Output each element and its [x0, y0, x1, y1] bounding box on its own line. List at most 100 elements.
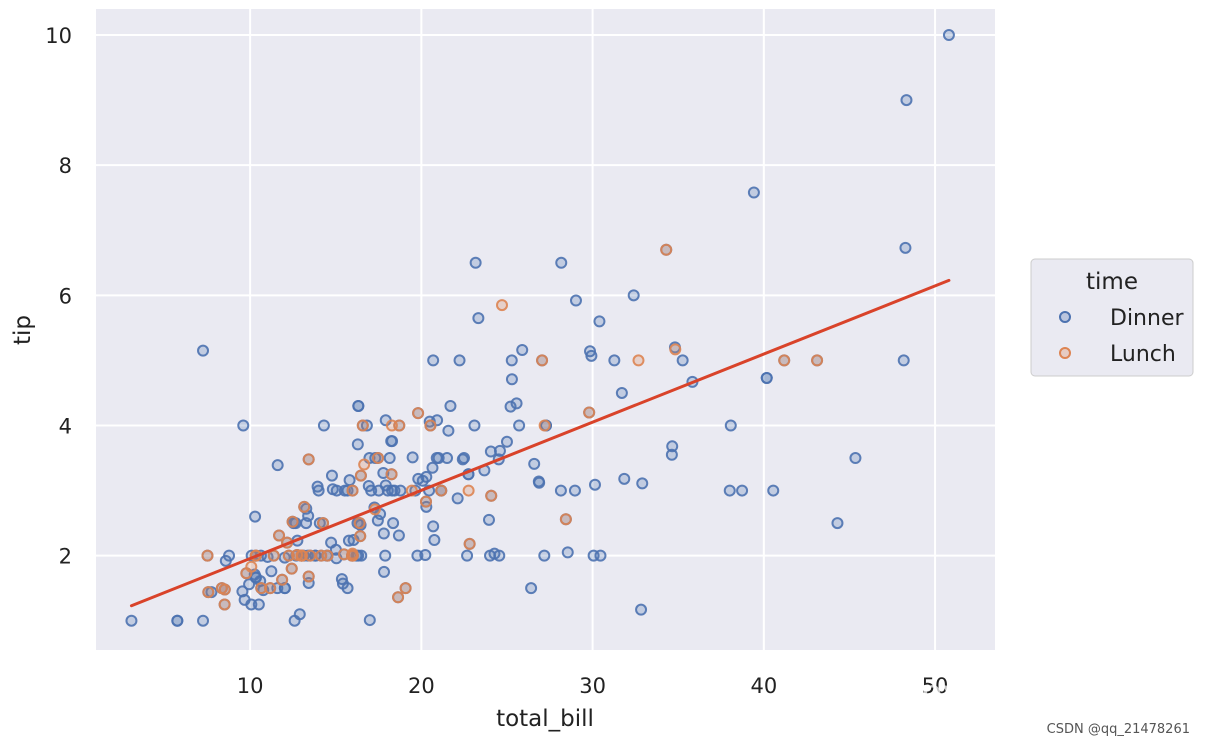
data-point-lunch [215, 582, 228, 595]
data-point-dinner [587, 549, 600, 562]
data-point-lunch [669, 343, 682, 356]
plot-background [96, 9, 995, 650]
data-point-dinner [767, 484, 780, 497]
data-point-lunch [538, 419, 551, 432]
data-point-dinner [379, 549, 392, 562]
data-point-dinner [288, 614, 301, 627]
data-point-dinner [125, 614, 138, 627]
data-point-dinner [635, 603, 648, 616]
data-point-lunch [353, 517, 366, 530]
data-point-dinner [457, 452, 470, 465]
data-point-dinner [676, 354, 689, 367]
data-point-dinner [219, 554, 232, 567]
data-point-lunch [356, 419, 369, 432]
data-point-dinner [525, 582, 538, 595]
x-axis-label: total_bill [496, 706, 594, 732]
data-point-dinner [505, 373, 518, 386]
data-point-dinner [469, 256, 482, 269]
data-point-dinner [325, 469, 338, 482]
legend-marker-lunch [1059, 347, 1071, 359]
data-point-dinner [387, 517, 400, 530]
x-gridlines [249, 9, 937, 650]
y-tick-label: 6 [59, 284, 72, 308]
data-point-dinner [385, 435, 398, 448]
data-point-dinner [505, 354, 518, 367]
data-point-dinner [561, 546, 574, 559]
data-point-lunch [255, 582, 268, 595]
data-point-dinner [897, 354, 910, 367]
data-point-lunch [392, 591, 405, 604]
data-point-lunch [424, 419, 437, 432]
data-point-lunch [302, 570, 315, 583]
data-point-dinner [341, 582, 354, 595]
data-point-lunch [302, 453, 315, 466]
data-point-dinner [394, 484, 407, 497]
data-point-dinner [584, 345, 597, 358]
x-tick-labels: 10 20 30 40 50 [237, 674, 949, 698]
legend-marker-dinner [1059, 311, 1071, 323]
data-point-lunch [295, 549, 308, 562]
data-point-dinner [608, 354, 621, 367]
data-point-dinner [554, 484, 567, 497]
data-point-dinner [416, 474, 429, 487]
data-point-dinner [444, 399, 457, 412]
data-point-dinner [392, 529, 405, 542]
data-point-lunch [385, 468, 398, 481]
data-point-dinner [760, 371, 773, 384]
data-point-lunch [778, 354, 791, 367]
legend-title: time [1086, 269, 1138, 295]
data-point-lunch [286, 515, 299, 528]
data-point-dinner [363, 614, 376, 627]
data-point-dinner [665, 448, 678, 461]
data-point-lunch [393, 419, 406, 432]
legend-frame [1030, 258, 1194, 377]
data-point-dinner [666, 440, 679, 453]
data-point-dinner [747, 186, 760, 199]
data-point-dinner [513, 419, 526, 432]
data-point-dinner [516, 343, 529, 356]
data-point-dinner [736, 484, 749, 497]
data-point-dinner [442, 424, 455, 437]
data-point-dinner [451, 492, 464, 505]
data-point-lunch [273, 529, 286, 542]
data-point-dinner [555, 256, 568, 269]
data-point-dinner [532, 475, 545, 488]
data-point-dinner [265, 565, 278, 578]
data-point-dinner [426, 461, 439, 474]
data-point-lunch [496, 299, 509, 312]
data-point-dinner [482, 513, 495, 526]
y-axis-label: tip [10, 315, 36, 345]
x-tick-label: 50 [922, 674, 949, 698]
data-point-dinner [568, 484, 581, 497]
data-point-lunch [337, 548, 350, 561]
data-point-lunch [276, 573, 289, 586]
data-point-dinner [427, 520, 440, 533]
data-point-dinner [249, 510, 262, 523]
data-point-lunch [346, 484, 359, 497]
data-point-dinner [484, 549, 497, 562]
x-tick-label: 10 [237, 674, 264, 698]
data-point-dinner [588, 478, 601, 491]
data-point-dinner [378, 565, 391, 578]
data-point-dinner [831, 517, 844, 530]
data-point-dinner [312, 484, 325, 497]
x-tick-label: 30 [579, 674, 606, 698]
data-point-dinner [468, 419, 481, 432]
data-point-dinner [271, 459, 284, 472]
data-point-dinner [899, 241, 912, 254]
data-point-lunch [435, 484, 448, 497]
data-point-dinner [197, 344, 210, 357]
data-point-dinner [942, 29, 955, 42]
data-point-dinner [618, 472, 631, 485]
data-point-dinner [430, 452, 443, 465]
y-tick-labels: 2 4 6 8 10 [45, 24, 72, 569]
data-point-dinner [510, 397, 523, 410]
data-point-dinner [428, 534, 441, 547]
data-point-dinner [383, 452, 396, 465]
data-point-lunch [660, 243, 673, 256]
data-point-dinner [593, 315, 606, 328]
data-point-lunch [372, 452, 385, 465]
data-point-dinner [538, 549, 551, 562]
data-point-lunch [412, 407, 425, 420]
series-dinner [125, 29, 955, 627]
